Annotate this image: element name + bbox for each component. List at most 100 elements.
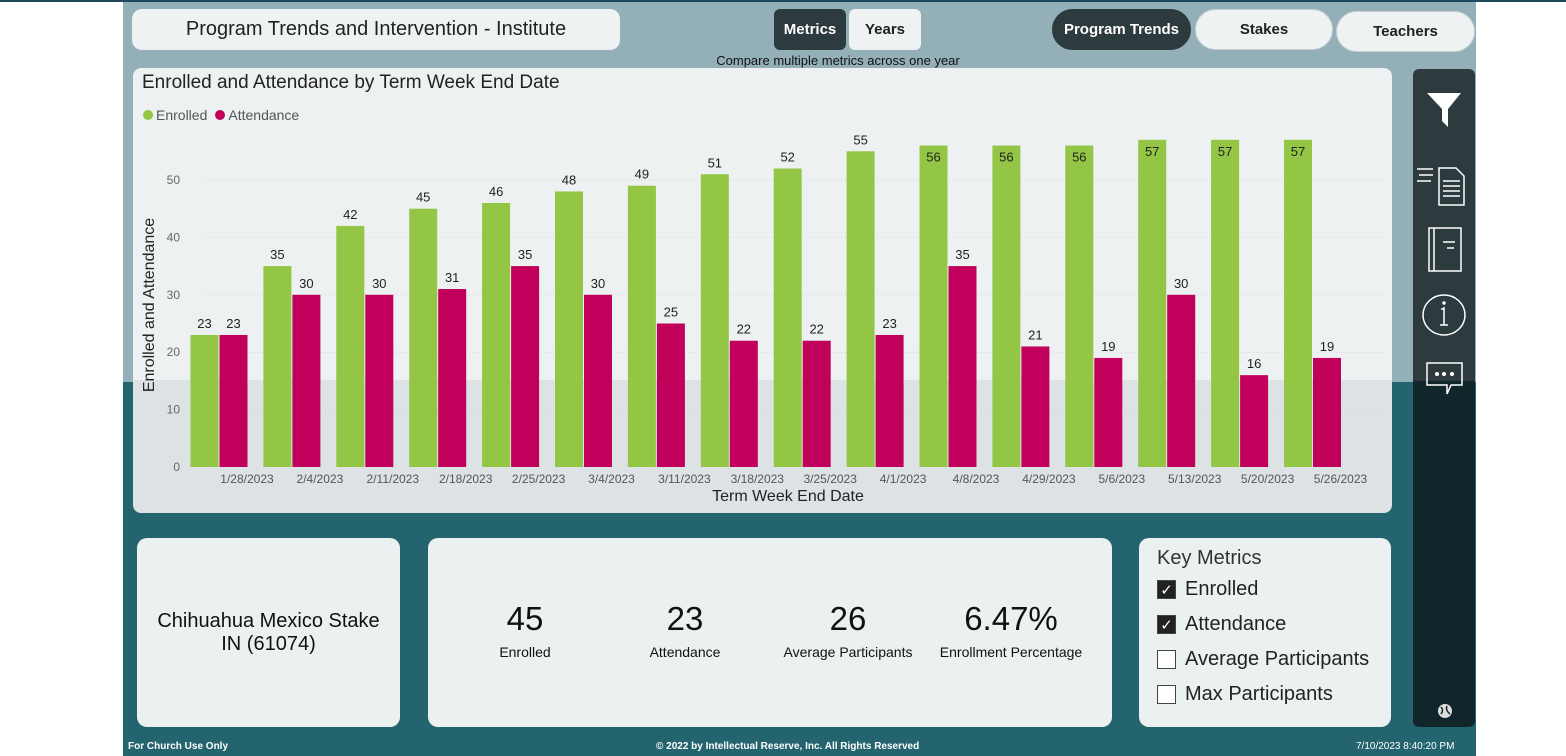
bar-enrolled[interactable] xyxy=(627,185,656,468)
bar-attendance[interactable] xyxy=(365,294,394,467)
bar-enrolled[interactable] xyxy=(336,225,365,467)
checkbox-checked[interactable]: ✓ xyxy=(1157,615,1176,634)
bar-enrolled[interactable] xyxy=(1211,139,1240,467)
bar-attendance[interactable] xyxy=(511,266,540,467)
x-tick-label: 5/13/2023 xyxy=(1168,472,1222,486)
data-label: 42 xyxy=(343,207,357,222)
metrics-toggle[interactable]: Metrics xyxy=(774,9,846,50)
data-label: 19 xyxy=(1320,339,1334,354)
tab-stakes[interactable]: Stakes xyxy=(1195,9,1333,50)
bar-attendance[interactable] xyxy=(875,334,904,467)
top-border xyxy=(0,0,1566,2)
tab-teachers[interactable]: Teachers xyxy=(1336,11,1475,52)
data-label: 30 xyxy=(591,276,605,291)
data-label: 51 xyxy=(708,155,722,170)
bar-attendance[interactable] xyxy=(802,340,831,467)
y-tick-label: 0 xyxy=(173,460,180,474)
bar-attendance[interactable] xyxy=(1021,346,1050,467)
bar-enrolled[interactable] xyxy=(190,334,219,467)
checkbox-unchecked[interactable] xyxy=(1157,685,1176,704)
location-name: Chihuahua Mexico Stake xyxy=(157,609,380,632)
legend-attendance: Attendance xyxy=(228,107,300,123)
bar-attendance[interactable] xyxy=(1094,357,1123,467)
x-tick-label: 5/6/2023 xyxy=(1098,472,1145,486)
data-label: 16 xyxy=(1247,356,1261,371)
data-label: 35 xyxy=(955,247,969,262)
data-label: 19 xyxy=(1101,339,1115,354)
bar-enrolled[interactable] xyxy=(1284,139,1312,467)
metric-label: Enrolled xyxy=(1185,578,1259,600)
metric-max-participants[interactable]: Max Participants xyxy=(1157,683,1333,706)
report-icon[interactable] xyxy=(1417,167,1465,206)
rail-icons xyxy=(1417,93,1466,718)
bar-enrolled[interactable] xyxy=(555,191,583,468)
bar-attendance[interactable] xyxy=(948,266,977,467)
x-axis-title: Term Week End Date xyxy=(712,488,864,505)
x-tick-label: 1/28/2023 xyxy=(220,472,274,486)
data-label: 21 xyxy=(1028,327,1042,342)
bar-attendance[interactable] xyxy=(729,340,758,467)
data-label: 57 xyxy=(1291,144,1305,159)
bar-attendance[interactable] xyxy=(1240,375,1269,467)
comment-icon[interactable] xyxy=(1426,362,1463,395)
bar-enrolled[interactable] xyxy=(263,266,292,467)
bar-attendance[interactable] xyxy=(1313,357,1341,467)
y-axis-title: Enrolled and Attendance xyxy=(141,217,158,393)
page-title: Program Trends and Intervention - Instit… xyxy=(132,9,620,50)
kpi-average-participants: 26 Average Participants xyxy=(768,600,928,660)
checkbox-checked[interactable]: ✓ xyxy=(1157,580,1176,599)
metric-label: Average Participants xyxy=(1185,648,1370,670)
data-label: 35 xyxy=(518,247,532,262)
bar-enrolled[interactable] xyxy=(846,151,875,468)
location-code: IN (61074) xyxy=(221,632,316,655)
bar-enrolled[interactable] xyxy=(919,145,948,467)
chart-title: Enrolled and Attendance by Term Week End… xyxy=(142,72,560,93)
bar-enrolled[interactable] xyxy=(700,174,729,467)
data-label: 30 xyxy=(1174,276,1188,291)
years-toggle[interactable]: Years xyxy=(849,9,921,50)
data-label: 30 xyxy=(372,276,386,291)
bar-attendance[interactable] xyxy=(292,294,321,467)
key-metrics-title: Key Metrics xyxy=(1157,547,1262,569)
tab-program-trends[interactable]: Program Trends xyxy=(1052,9,1191,50)
x-tick-label: 5/20/2023 xyxy=(1241,472,1295,486)
footer-left: For Church Use Only xyxy=(128,741,229,752)
key-metrics-card xyxy=(1139,538,1391,727)
footer-copyright: © 2022 by Intellectual Reserve, Inc. All… xyxy=(656,741,920,752)
data-label: 57 xyxy=(1218,144,1232,159)
data-label: 56 xyxy=(926,150,940,165)
bar-enrolled[interactable] xyxy=(482,202,511,467)
bar-attendance[interactable] xyxy=(584,294,612,467)
globe-icon[interactable] xyxy=(1438,704,1452,718)
x-tick-label: 2/25/2023 xyxy=(512,472,566,486)
bar-enrolled[interactable] xyxy=(992,145,1021,467)
bar-attendance[interactable] xyxy=(1167,294,1196,467)
kpi-attendance: 23 Attendance xyxy=(605,600,765,660)
data-label: 56 xyxy=(999,150,1013,165)
data-label: 22 xyxy=(737,322,751,337)
checkbox-unchecked[interactable] xyxy=(1157,650,1176,669)
metric-label: Attendance xyxy=(1185,613,1287,635)
footer-timestamp: 7/10/2023 8:40:20 PM xyxy=(1356,741,1455,752)
data-label: 56 xyxy=(1072,150,1086,165)
bar-attendance[interactable] xyxy=(656,323,685,468)
filter-icon[interactable] xyxy=(1427,93,1461,127)
data-label: 30 xyxy=(299,276,313,291)
notebook-icon[interactable] xyxy=(1428,227,1462,272)
data-label: 23 xyxy=(882,316,896,331)
info-icon[interactable] xyxy=(1422,294,1466,336)
bar-attendance[interactable] xyxy=(219,334,248,467)
metric-enrolled[interactable]: ✓ Enrolled xyxy=(1157,578,1258,601)
bar-enrolled[interactable] xyxy=(409,208,438,467)
legend-enrolled-dot xyxy=(143,110,153,120)
kpi-label: Average Participants xyxy=(783,644,913,660)
bar-attendance[interactable] xyxy=(438,289,467,467)
chart-legend: Enrolled Attendance xyxy=(143,107,299,123)
bar-enrolled[interactable] xyxy=(773,168,802,467)
bar-enrolled[interactable] xyxy=(1065,145,1094,467)
data-label: 55 xyxy=(853,132,867,147)
metric-attendance[interactable]: ✓ Attendance xyxy=(1157,613,1286,636)
x-tick-label: 3/25/2023 xyxy=(804,472,858,486)
bar-enrolled[interactable] xyxy=(1138,139,1167,467)
metric-average-participants[interactable]: Average Participants xyxy=(1157,648,1369,671)
